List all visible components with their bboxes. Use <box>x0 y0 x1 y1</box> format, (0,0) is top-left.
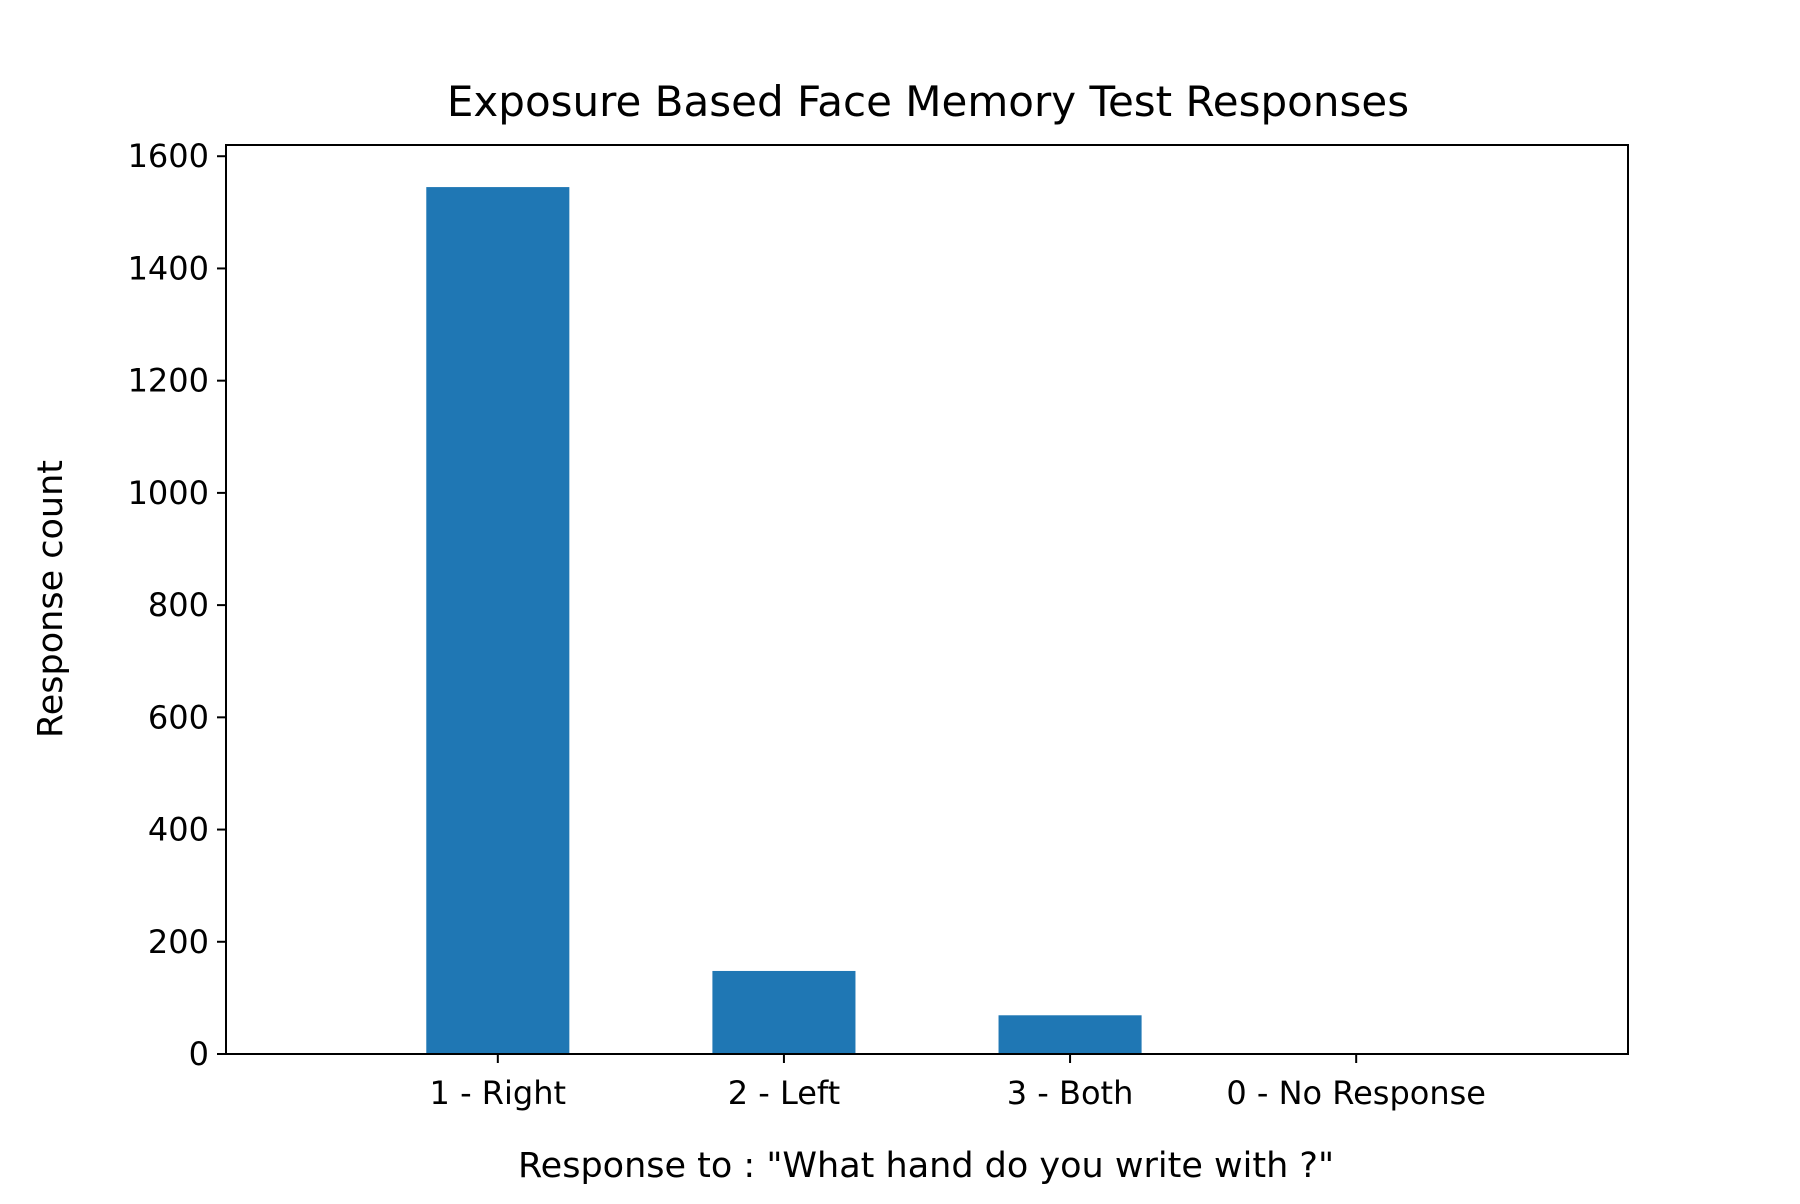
y-axis: 0 200 400 600 800 1000 1200 1400 1600 <box>128 137 226 1073</box>
y-tick-label: 0 <box>189 1035 209 1073</box>
y-tick-label: 1200 <box>128 362 209 400</box>
bar-1 <box>712 970 856 1054</box>
x-tick-label: 2 - Left <box>728 1074 840 1112</box>
y-tick-label: 400 <box>148 811 209 849</box>
y-axis-title: Response count <box>31 460 71 738</box>
x-tick-label: 1 - Right <box>430 1074 567 1112</box>
x-axis-title: Response to : "What hand do you write wi… <box>518 1146 1334 1186</box>
chart-title: Exposure Based Face Memory Test Response… <box>447 77 1409 126</box>
y-tick-label: 800 <box>148 586 209 624</box>
y-tick-label: 600 <box>148 698 209 736</box>
x-tick-label: 3 - Both <box>1007 1074 1134 1112</box>
bars-group <box>426 187 1142 1055</box>
plot-frame <box>225 144 1629 1055</box>
x-tick-label: 0 - No Response <box>1226 1074 1486 1112</box>
y-tick-label: 200 <box>148 923 209 961</box>
x-axis: 1 - Right 2 - Left 3 - Both 0 - No Response <box>430 1054 1486 1112</box>
y-tick-label: 1000 <box>128 474 209 512</box>
y-tick-label: 1600 <box>128 137 209 175</box>
bar-2 <box>998 1015 1142 1054</box>
y-tick-label: 1400 <box>128 249 209 287</box>
bar-0 <box>426 187 570 1055</box>
